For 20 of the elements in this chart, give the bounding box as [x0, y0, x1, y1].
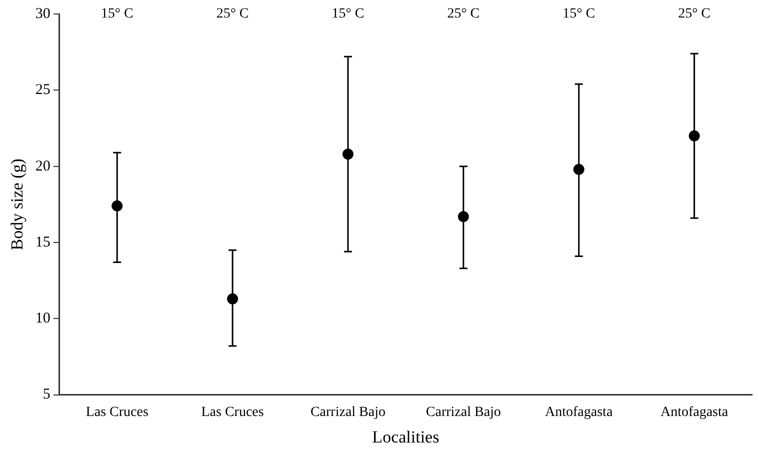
x-tick-label: Antofagasta — [660, 404, 729, 420]
x-tick-label: Carrizal Bajo — [310, 404, 386, 420]
y-tick-label: 30 — [35, 6, 50, 22]
y-tick-label: 15 — [35, 234, 50, 250]
y-axis-title: Body size (g) — [8, 158, 27, 250]
y-tick-label: 25 — [35, 82, 50, 98]
x-tick-label: Carrizal Bajo — [426, 404, 501, 420]
annotation: 25° C — [678, 6, 710, 22]
annotation: 25° C — [216, 6, 249, 22]
annotation: 25° C — [447, 6, 480, 22]
x-axis-title: Localities — [372, 427, 440, 446]
annotation: 15° C — [332, 6, 364, 22]
y-tick-label: 5 — [42, 386, 50, 403]
y-tick-label: 20 — [35, 158, 50, 174]
y-tick-label: 10 — [35, 310, 50, 327]
annotation: 15° C — [562, 6, 596, 22]
x-tick-label: Antofagasta — [545, 404, 614, 420]
x-tick-label: Las Cruces — [86, 404, 148, 420]
annotation: 15° C — [100, 6, 134, 22]
x-tick-label: Las Cruces — [201, 404, 264, 420]
